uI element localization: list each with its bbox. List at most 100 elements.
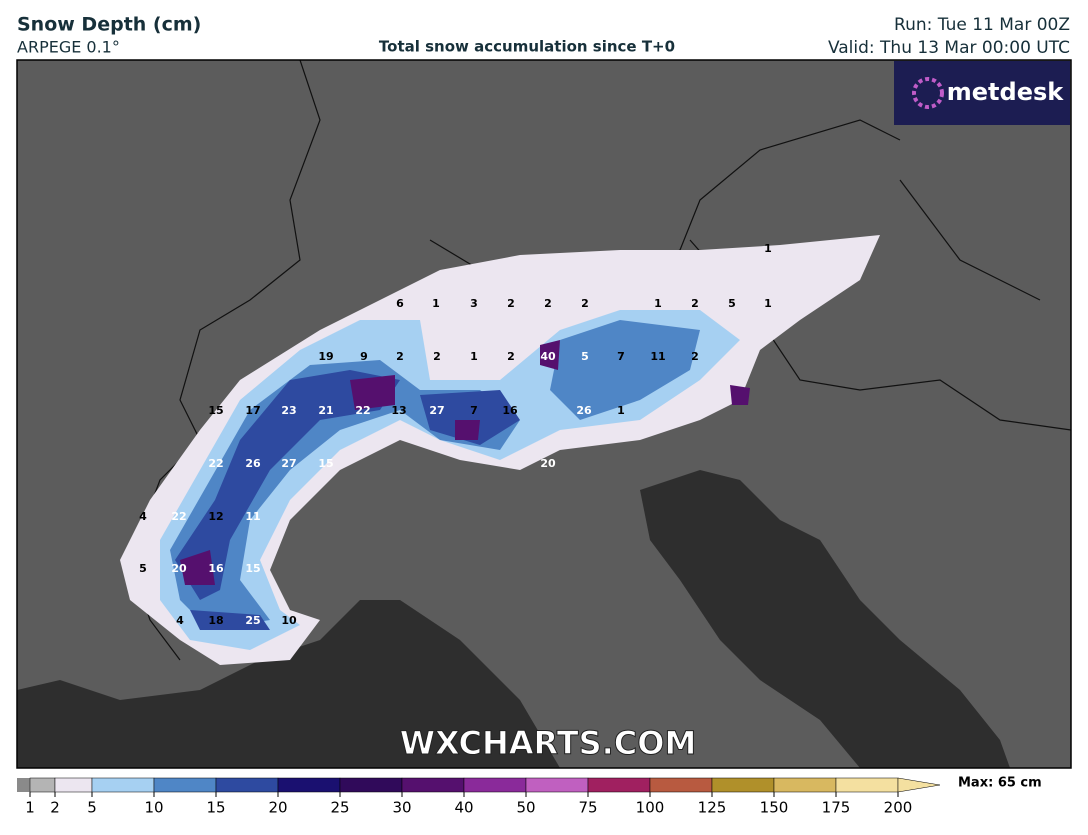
point-label: 1 <box>470 350 478 363</box>
point-label: 2 <box>691 297 699 310</box>
colorbar-segment <box>54 777 93 793</box>
colorbar-tick-label: 2 <box>50 799 60 817</box>
point-label: 12 <box>208 510 223 523</box>
point-label: 1 <box>432 297 440 310</box>
title: Snow Depth (cm) <box>17 14 201 36</box>
colorbar-segment <box>215 777 279 793</box>
point-label: 17 <box>245 404 260 417</box>
point-label: 10 <box>281 614 297 627</box>
point-label: 40 <box>540 350 556 363</box>
colorbar-segment <box>277 777 341 793</box>
point-label: 19 <box>318 350 333 363</box>
colorbar-tick-label: 15 <box>206 799 225 817</box>
point-label: 4 <box>139 510 147 523</box>
point-label: 11 <box>245 510 260 523</box>
colorbar-tick-label: 100 <box>636 799 665 817</box>
model: ARPEGE 0.1° <box>17 38 120 57</box>
point-label: 22 <box>355 404 370 417</box>
colorbar: 1 2 5 10 15 20 25 30 40 50 75 100 125 150 175 200 <box>17 777 941 817</box>
point-label: 22 <box>208 457 223 470</box>
point-label: 2 <box>507 297 515 310</box>
point-label: 1 <box>654 297 662 310</box>
snow-darkblue <box>175 370 520 630</box>
colorbar-tick-label: 10 <box>144 799 163 817</box>
colorbar-segment <box>835 777 899 793</box>
colorbar-segment <box>773 777 837 793</box>
point-label: 15 <box>208 404 223 417</box>
point-label: 16 <box>208 562 224 575</box>
adriatic-sea <box>640 470 1010 768</box>
point-label: 4 <box>176 614 184 627</box>
colorbar-segment <box>339 777 403 793</box>
point-label: 5 <box>581 350 589 363</box>
point-label: 21 <box>318 404 333 417</box>
colorbar-segment <box>153 777 217 793</box>
colorbar-segment <box>91 777 155 793</box>
point-label: 5 <box>728 297 736 310</box>
logo: metdesk <box>947 78 1065 106</box>
point-label: 18 <box>208 614 223 627</box>
colorbar-segment <box>525 777 589 793</box>
point-label: 1 <box>764 242 772 255</box>
point-labels: 16 1 3 2 2 2 1 2 5 119 9 2 2 1 2 40 5 7 11 215 17 23 21 22 13 27 7… <box>139 242 772 627</box>
colorbar-tick-label: 5 <box>87 799 97 817</box>
colorbar-tick-label: 40 <box>454 799 473 817</box>
colorbar-tick-label: 1 <box>25 799 35 817</box>
map-frame <box>16 59 1072 769</box>
watermark: WXCHARTS.COM <box>400 724 697 762</box>
colorbar-tick-label: 175 <box>822 799 851 817</box>
max-label: Max: 65 cm <box>958 776 1042 791</box>
point-label: 1 <box>617 404 625 417</box>
point-label: 2 <box>396 350 404 363</box>
point-label: 1 <box>764 297 772 310</box>
point-label: 23 <box>281 404 296 417</box>
colorbar-under <box>17 778 30 792</box>
valid: Valid: Thu 13 Mar 00:00 UTC <box>828 38 1070 58</box>
colorbar-segment <box>711 777 775 793</box>
colorbar-segment <box>587 777 651 793</box>
colorbar-tick-label: 30 <box>392 799 411 817</box>
point-label: 27 <box>281 457 296 470</box>
logo-box <box>894 61 1070 125</box>
point-label: 25 <box>245 614 260 627</box>
map: metdesk WXCHARTS.COM <box>16 59 1072 769</box>
colorbar-segment <box>649 777 713 793</box>
point-label: 22 <box>171 510 186 523</box>
point-label: 15 <box>318 457 333 470</box>
point-label: 2 <box>507 350 515 363</box>
point-label: 5 <box>139 562 147 575</box>
point-label: 6 <box>396 297 404 310</box>
point-label: 2 <box>433 350 441 363</box>
colorbar-tick-label: 75 <box>578 799 597 817</box>
point-label: 20 <box>540 457 556 470</box>
point-label: 7 <box>470 404 478 417</box>
point-label: 3 <box>470 297 478 310</box>
colorbar-segment <box>29 777 56 793</box>
point-label: 2 <box>581 297 589 310</box>
colorbar-over <box>897 777 941 793</box>
colorbar-tick-label: 50 <box>516 799 535 817</box>
colorbar-tick-label: 20 <box>268 799 287 817</box>
point-label: 9 <box>360 350 368 363</box>
colorbar-tick-label: 25 <box>330 799 349 817</box>
point-label: 27 <box>429 404 444 417</box>
point-label: 7 <box>617 350 625 363</box>
colorbar-tick-label: 125 <box>698 799 727 817</box>
point-label: 2 <box>691 350 699 363</box>
colorbar-tick-label: 200 <box>884 799 913 817</box>
subtitle: Total snow accumulation since T+0 <box>379 38 675 56</box>
run: Run: Tue 11 Mar 00Z <box>894 15 1070 35</box>
colorbar-segment <box>463 777 527 793</box>
point-label: 2 <box>544 297 552 310</box>
point-label: 26 <box>245 457 261 470</box>
point-label: 11 <box>650 350 665 363</box>
point-label: 16 <box>502 404 518 417</box>
point-label: 26 <box>576 404 592 417</box>
colorbar-tick-label: 150 <box>760 799 789 817</box>
point-label: 13 <box>391 404 406 417</box>
point-label: 15 <box>245 562 260 575</box>
ligurian-sea <box>17 600 560 768</box>
colorbar-segment <box>401 777 465 793</box>
